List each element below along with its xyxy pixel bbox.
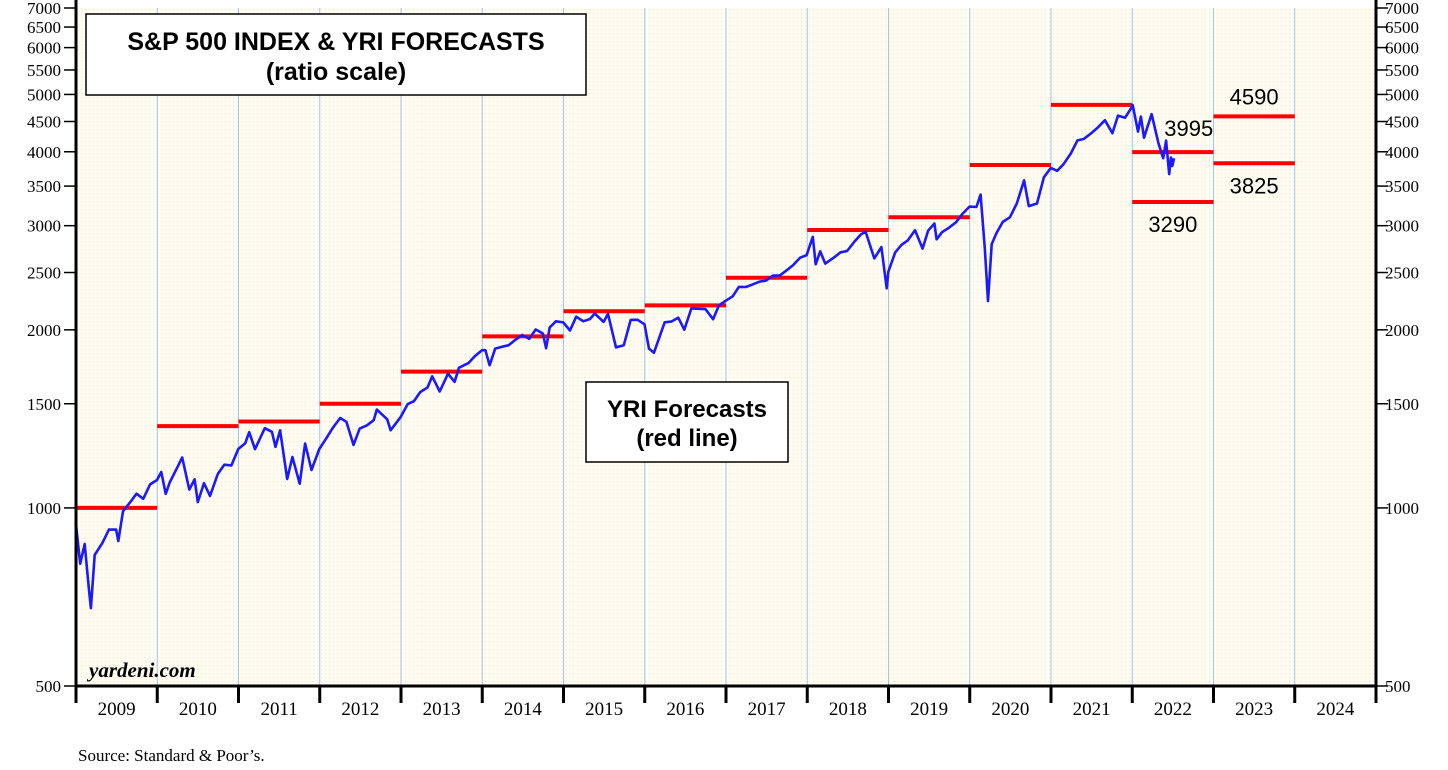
chart-subtitle: (ratio scale) — [266, 58, 406, 86]
watermark: yardeni.com — [86, 658, 196, 682]
x-tick-label: 2021 — [1073, 699, 1111, 720]
x-tick-label: 2020 — [991, 699, 1029, 720]
x-tick-label: 2022 — [1154, 699, 1192, 720]
y-tick-label-right: 2500 — [1385, 264, 1419, 283]
x-tick-label: 2013 — [423, 699, 461, 720]
x-tick-label: 2014 — [504, 699, 543, 720]
x-tick-label: 2023 — [1235, 699, 1273, 720]
x-tick-label: 2017 — [748, 699, 786, 720]
y-tick-label-left: 5500 — [27, 61, 61, 80]
sp500-index-line — [74, 103, 1176, 610]
y-tick-label-right: 1500 — [1385, 395, 1419, 414]
x-tick-label: 2010 — [179, 699, 217, 720]
y-tick-label-right: 5500 — [1385, 61, 1419, 80]
forecast-annotation: YRI Forecasts — [607, 396, 767, 423]
y-tick-label-left: 6000 — [27, 39, 61, 58]
y-tick-label-left: 4000 — [27, 143, 61, 162]
y-tick-label-right: 1000 — [1385, 499, 1419, 518]
x-tick-label: 2009 — [98, 699, 136, 720]
x-tick-label: 2016 — [666, 699, 704, 720]
y-tick-label-right: 4000 — [1385, 143, 1419, 162]
x-tick-label: 2024 — [1316, 699, 1355, 720]
forecast-annotation-sub: (red line) — [636, 425, 737, 452]
y-tick-label-left: 6500 — [27, 18, 61, 37]
y-tick-label-left: 2000 — [27, 321, 61, 340]
y-tick-label-right: 6000 — [1385, 39, 1419, 58]
y-tick-label-left: 2500 — [27, 264, 61, 283]
y-tick-label-right: 2000 — [1385, 321, 1419, 340]
y-tick-label-right: 5000 — [1385, 85, 1419, 104]
x-tick-label: 2018 — [829, 699, 867, 720]
x-tick-label: 2015 — [585, 699, 623, 720]
y-tick-label-right: 500 — [1385, 677, 1411, 696]
y-tick-label-right: 3500 — [1385, 177, 1419, 196]
y-tick-label-left: 1500 — [27, 395, 61, 414]
forecast-value-label: 3290 — [1148, 212, 1197, 237]
x-tick-label: 2019 — [910, 699, 948, 720]
title-box: S&P 500 INDEX & YRI FORECASTS (ratio sca… — [85, 13, 587, 96]
source-note: Source: Standard & Poor’s. — [78, 746, 265, 765]
chart-title: S&P 500 INDEX & YRI FORECASTS — [127, 28, 544, 56]
forecast-value-label: 4590 — [1230, 84, 1279, 109]
y-tick-label-left: 7000 — [27, 0, 61, 18]
y-tick-label-left: 3000 — [27, 217, 61, 236]
forecast-value-label: 3995 — [1164, 116, 1213, 141]
y-tick-label-right: 7000 — [1385, 0, 1419, 18]
y-tick-label-right: 4500 — [1385, 113, 1419, 132]
y-tick-label-left: 1000 — [27, 499, 61, 518]
y-tick-label-left: 3500 — [27, 177, 61, 196]
forecast-legend-box: YRI Forecasts (red line) — [585, 381, 789, 463]
forecast-value-label: 3825 — [1230, 173, 1279, 198]
y-tick-label-left: 500 — [36, 677, 62, 696]
x-tick-label: 2012 — [341, 699, 379, 720]
y-tick-label-left: 5000 — [27, 85, 61, 104]
x-tick-label: 2011 — [260, 699, 297, 720]
y-tick-label-right: 6500 — [1385, 18, 1419, 37]
y-tick-label-right: 3000 — [1385, 217, 1419, 236]
y-tick-label-left: 4500 — [27, 113, 61, 132]
